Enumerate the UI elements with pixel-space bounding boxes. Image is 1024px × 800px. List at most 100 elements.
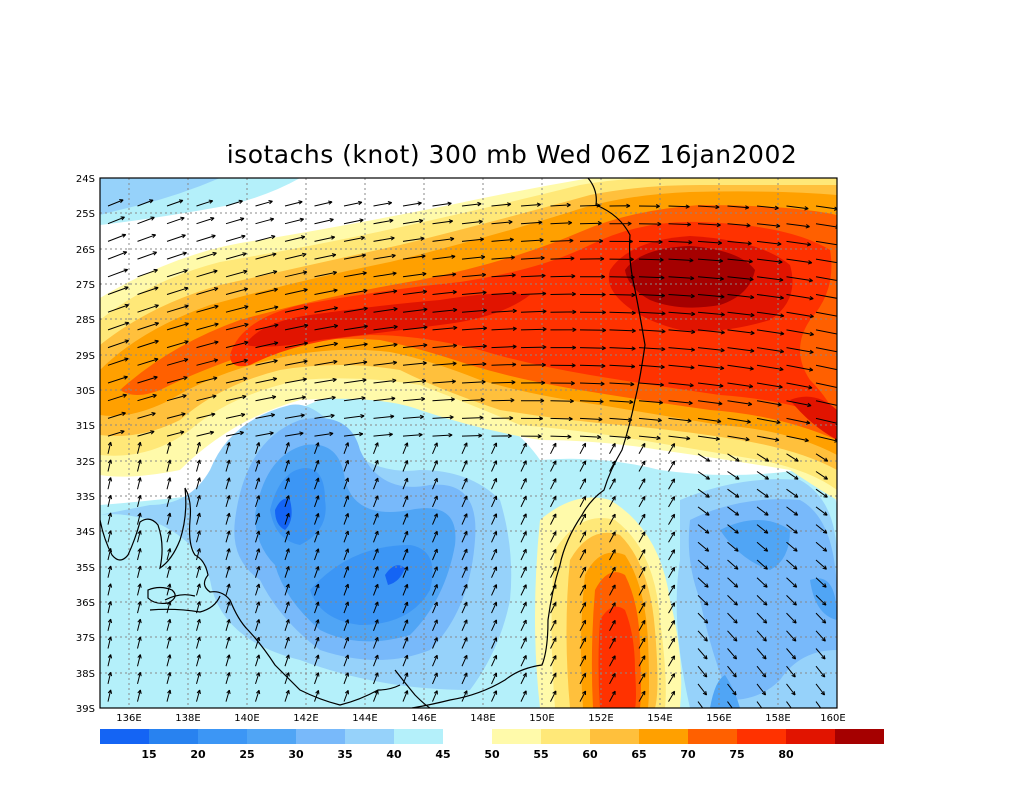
- lon-label: 140E: [234, 713, 259, 724]
- wind-arrow: [550, 238, 574, 243]
- wind-arrow: [609, 417, 633, 422]
- wind-arrow: [107, 477, 113, 490]
- wind-arrow: [550, 416, 573, 422]
- wind-arrow: [638, 435, 661, 441]
- wind-arrow: [225, 358, 249, 366]
- colorbar-label: 15: [141, 748, 156, 761]
- wind-arrow: [461, 201, 482, 207]
- wind-arrow: [402, 361, 427, 366]
- coastline: [100, 178, 646, 708]
- wind-arrow: [609, 239, 633, 244]
- wind-arrow: [815, 559, 827, 570]
- wind-arrow: [107, 512, 113, 525]
- wind-arrow: [697, 541, 710, 552]
- wind-arrow: [284, 654, 290, 667]
- wind-arrow: [166, 583, 172, 596]
- wind-arrow: [609, 619, 616, 632]
- wind-arrow: [461, 495, 468, 508]
- lat-label: 34S: [76, 527, 95, 538]
- wind-arrow: [373, 442, 379, 454]
- wind-arrow: [284, 270, 308, 278]
- wind-arrow: [107, 441, 113, 454]
- wind-arrow: [196, 530, 201, 543]
- wind-arrow: [491, 290, 517, 296]
- wind-arrow: [373, 201, 393, 207]
- wind-arrow: [727, 701, 733, 708]
- wind-arrow: [815, 612, 827, 624]
- wind-arrow: [609, 637, 616, 649]
- colorbar-label: 80: [778, 748, 794, 761]
- wind-arrow: [432, 442, 438, 454]
- lat-label: 37S: [76, 633, 95, 644]
- wind-arrow: [432, 272, 457, 278]
- wind-arrow: [697, 435, 720, 441]
- wind-arrow: [550, 602, 557, 614]
- wind-arrow: [343, 200, 363, 207]
- wind-arrow: [255, 601, 261, 614]
- wind-arrow: [373, 459, 379, 472]
- wind-arrow: [107, 268, 129, 278]
- wind-arrow: [756, 683, 767, 696]
- wind-arrow: [284, 395, 306, 402]
- wind-arrow: [196, 618, 201, 631]
- wind-arrow: [225, 340, 249, 349]
- wind-arrow: [697, 577, 709, 588]
- wind-arrow: [225, 477, 231, 490]
- wind-arrow: [579, 238, 604, 244]
- wind-arrow: [609, 292, 636, 298]
- lon-label: 150E: [529, 713, 554, 724]
- wind-arrow: [579, 495, 587, 508]
- colorbar-label: 30: [288, 748, 304, 761]
- wind-arrow: [520, 584, 527, 596]
- colorbar-label: 60: [582, 748, 598, 761]
- wind-arrow: [786, 311, 814, 319]
- wind-arrow: [579, 548, 587, 561]
- latitude-axis: 24S 25S 26S 27S 28S 29S 30S 31S 32S 33S …: [76, 174, 95, 715]
- wind-arrow: [815, 524, 828, 534]
- wind-arrow: [166, 689, 172, 702]
- wind-arrow: [255, 619, 261, 631]
- wind-arrow: [697, 595, 709, 606]
- lat-label: 27S: [76, 280, 95, 291]
- wind-arrow: [402, 378, 427, 384]
- lon-label: 160E: [820, 713, 845, 724]
- wind-arrow: [668, 496, 676, 508]
- wind-arrow: [137, 459, 142, 472]
- wind-arrow: [314, 306, 338, 313]
- wind-arrow: [668, 602, 676, 614]
- wind-arrow: [166, 269, 188, 278]
- wind-arrow: [373, 432, 393, 437]
- wind-arrow: [284, 442, 290, 454]
- wind-arrow: [609, 478, 616, 490]
- wind-arrow: [255, 442, 261, 454]
- wind-arrow: [225, 376, 248, 384]
- wind-arrow: [432, 619, 438, 631]
- wind-arrow: [491, 672, 498, 685]
- wind-arrow: [697, 506, 710, 516]
- wind-arrow: [697, 683, 708, 696]
- wind-arrow: [284, 583, 290, 596]
- wind-arrow: [137, 477, 142, 490]
- wind-arrow: [461, 344, 487, 349]
- wind-arrow: [638, 204, 660, 209]
- wind-arrow: [255, 654, 261, 667]
- wind-arrow: [520, 442, 527, 455]
- wind-arrow: [461, 548, 468, 561]
- wind-arrow: [579, 513, 587, 525]
- wind-arrow: [284, 235, 306, 242]
- wind-arrow: [727, 258, 753, 264]
- wind-arrow: [373, 566, 379, 578]
- wind-arrow: [491, 237, 514, 243]
- wind-arrow: [550, 381, 575, 386]
- wind-arrow: [107, 430, 125, 437]
- wind-arrow: [196, 269, 218, 278]
- wind-arrow: [756, 665, 767, 678]
- wind-arrow: [373, 414, 395, 419]
- wind-arrow: [756, 311, 785, 318]
- wind-arrow: [402, 513, 409, 525]
- wind-arrow: [815, 329, 837, 335]
- wind-arrow: [815, 276, 837, 281]
- wind-arrow: [284, 305, 309, 313]
- wind-arrow: [579, 637, 587, 649]
- wind-arrow: [786, 364, 814, 372]
